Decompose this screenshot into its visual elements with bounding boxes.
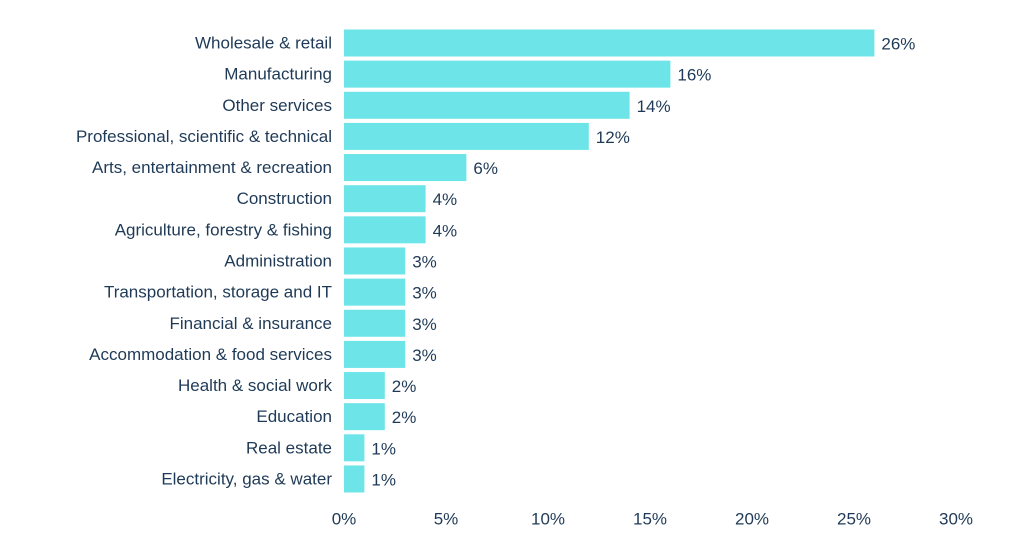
value-label-arts-entertainment-recreation: 6% — [473, 159, 498, 178]
category-label-education: Education — [256, 407, 332, 426]
value-label-other-services: 14% — [637, 97, 671, 116]
category-label-administration: Administration — [224, 251, 332, 270]
value-label-wholesale-retail: 26% — [881, 35, 915, 54]
value-label-agriculture-forestry-fishing: 4% — [433, 221, 458, 240]
bar-wholesale-retail — [344, 29, 875, 57]
category-label-agriculture-forestry-fishing: Agriculture, forestry & fishing — [115, 220, 332, 239]
value-label-accommodation-food-services: 3% — [412, 346, 437, 365]
bar-education — [344, 403, 385, 431]
x-tick-label-0: 0% — [332, 510, 357, 529]
bar-health-social-work — [344, 372, 385, 400]
bar-real-estate — [344, 434, 365, 462]
bar-professional-scientific-technical — [344, 122, 589, 150]
bar-construction — [344, 185, 426, 213]
category-label-transportation-storage-and-it: Transportation, storage and IT — [104, 283, 332, 302]
bar-financial-insurance — [344, 309, 406, 337]
bar-accommodation-food-services — [344, 340, 406, 368]
x-tick-label-10: 10% — [531, 510, 565, 529]
category-label-arts-entertainment-recreation: Arts, entertainment & recreation — [92, 158, 332, 177]
x-axis-ticks-group: 0% 5% 10% 15% 20% 25% 30% — [332, 510, 973, 529]
value-label-financial-insurance: 3% — [412, 315, 437, 334]
value-label-manufacturing: 16% — [677, 66, 711, 85]
bar-transportation-storage-and-it — [344, 278, 406, 306]
value-label-professional-scientific-technical: 12% — [596, 128, 630, 147]
category-label-construction: Construction — [237, 189, 332, 208]
value-label-education: 2% — [392, 408, 417, 427]
category-label-electricity-gas-water: Electricity, gas & water — [161, 469, 332, 488]
value-label-construction: 4% — [433, 190, 458, 209]
category-label-financial-insurance: Financial & insurance — [169, 314, 332, 333]
value-label-real-estate: 1% — [371, 439, 396, 458]
x-tick-label-5: 5% — [434, 510, 459, 529]
category-label-manufacturing: Manufacturing — [224, 65, 332, 84]
category-label-accommodation-food-services: Accommodation & food services — [89, 345, 332, 364]
category-label-health-social-work: Health & social work — [178, 376, 333, 395]
bar-agriculture-forestry-fishing — [344, 216, 426, 244]
category-label-other-services: Other services — [222, 96, 332, 115]
bar-electricity-gas-water — [344, 465, 365, 493]
bar-arts-entertainment-recreation — [344, 154, 467, 182]
value-label-transportation-storage-and-it: 3% — [412, 284, 437, 303]
category-label-wholesale-retail: Wholesale & retail — [195, 34, 332, 53]
value-labels-group: 26% 16% 14% 12% 6% 4% 4% 3% 3% 3% 3% 2% 2% 1% 1% — [371, 35, 915, 490]
x-tick-label-25: 25% — [837, 510, 871, 529]
category-label-real-estate: Real estate — [246, 438, 332, 457]
category-label-professional-scientific-technical: Professional, scientific & technical — [76, 127, 332, 146]
category-labels-group: Wholesale & retail Manufacturing Other ser… — [76, 34, 333, 489]
x-tick-label-20: 20% — [735, 510, 769, 529]
value-label-health-social-work: 2% — [392, 377, 417, 396]
x-tick-label-30: 30% — [939, 510, 973, 529]
bar-other-services — [344, 91, 630, 119]
value-label-administration: 3% — [412, 252, 437, 271]
bar-administration — [344, 247, 406, 275]
x-tick-label-15: 15% — [633, 510, 667, 529]
bar-manufacturing — [344, 60, 671, 88]
bars-group — [344, 29, 875, 493]
value-label-electricity-gas-water: 1% — [371, 470, 396, 489]
